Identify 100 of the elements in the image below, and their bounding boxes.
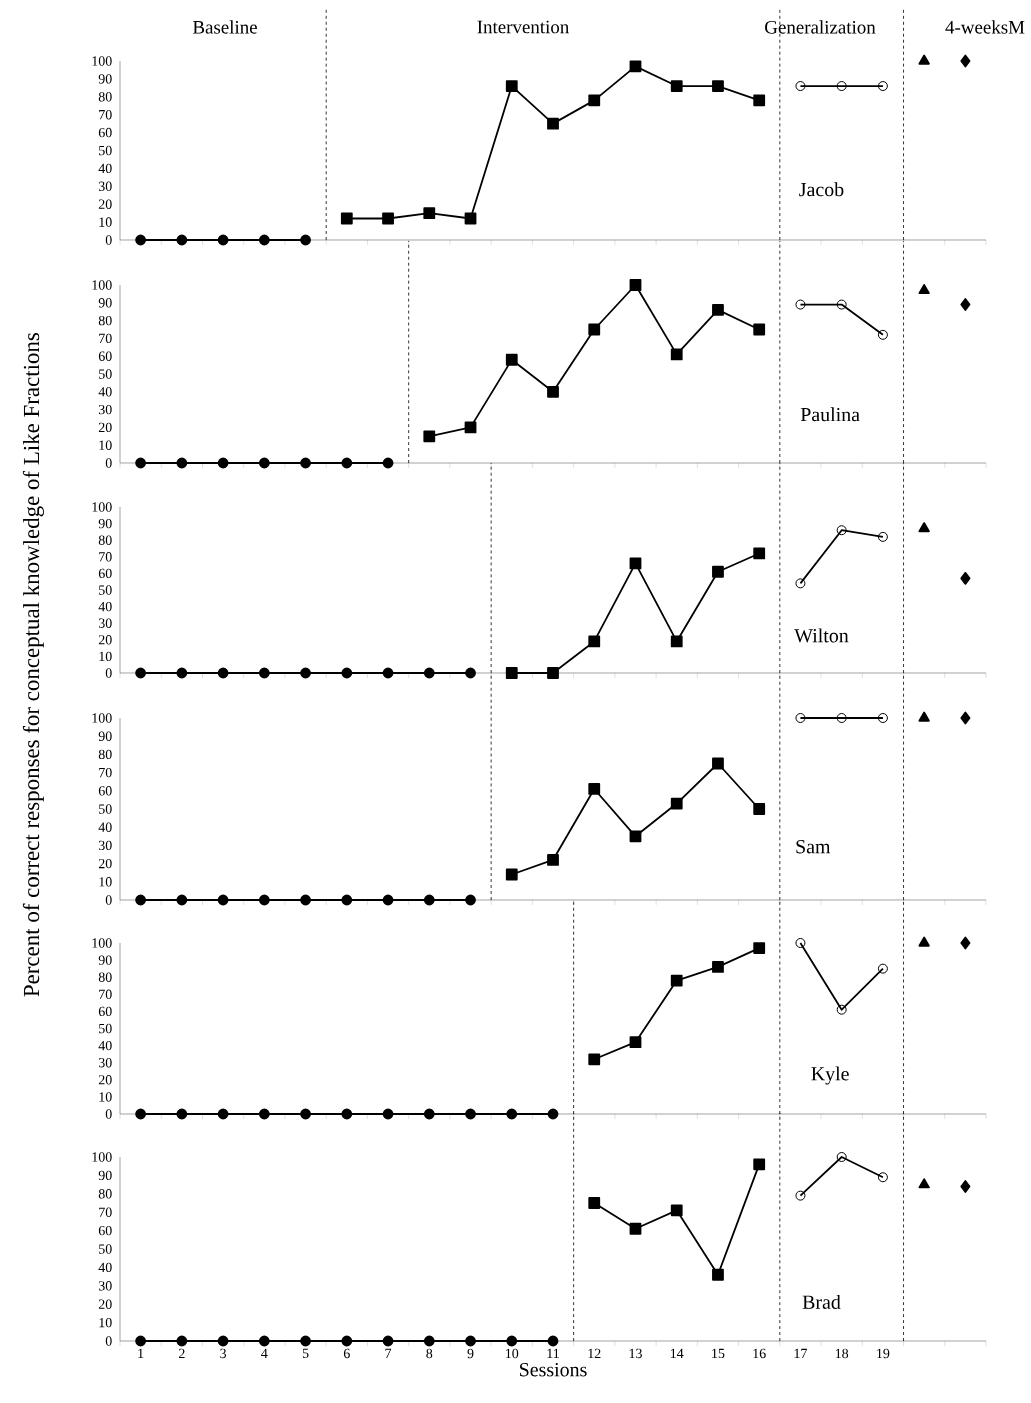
y-tick-label: 80	[98, 535, 112, 545]
point	[712, 961, 724, 973]
point	[877, 712, 888, 723]
y-tick-label: 60	[98, 1225, 112, 1236]
point	[300, 894, 311, 906]
y-tick-label: 40	[98, 387, 112, 397]
point	[712, 1268, 724, 1281]
y-tick-label: 60	[98, 568, 112, 579]
point	[135, 667, 147, 679]
y-tick-label: 70	[99, 333, 112, 344]
y-tick-label: 0	[105, 235, 112, 245]
point	[258, 894, 270, 906]
y-tick-label: 10	[99, 440, 112, 450]
point	[382, 1335, 394, 1347]
y-tick-label: 40	[98, 1040, 112, 1051]
point	[176, 1335, 188, 1347]
text: Generalization	[765, 20, 876, 34]
text: Jacob	[799, 182, 844, 197]
point	[670, 348, 683, 361]
y-tick-label: 10	[99, 217, 112, 227]
point	[423, 1335, 435, 1347]
y-tick-label: 80	[98, 749, 112, 760]
point	[382, 667, 394, 679]
text: Sam	[796, 840, 831, 854]
text: 4-weeksM	[945, 20, 1025, 34]
point	[795, 81, 806, 92]
point	[505, 868, 518, 881]
y-tick-label: 0	[105, 668, 112, 678]
point	[505, 80, 518, 92]
point	[505, 353, 518, 366]
point	[423, 207, 436, 220]
y-tick-label: 30	[98, 618, 112, 628]
point	[258, 234, 270, 246]
text: Baseline	[192, 20, 257, 34]
point	[588, 635, 601, 648]
x-tick-label: 19	[877, 1348, 890, 1359]
y-tick-label: 90	[98, 298, 112, 308]
point	[382, 212, 394, 225]
x-axis-title: Sessions	[520, 1363, 587, 1377]
point	[217, 457, 229, 469]
text: Intervention	[477, 20, 569, 34]
point	[176, 1108, 188, 1120]
y-tick-label: 0	[105, 1336, 112, 1346]
point	[918, 54, 930, 65]
point	[588, 783, 601, 795]
y-tick-label: 50	[99, 804, 112, 814]
y-tick-label: 30	[98, 181, 112, 191]
x-tick-label: 9	[467, 1348, 474, 1359]
point	[176, 234, 188, 246]
point	[341, 667, 353, 679]
y-tick-label: 20	[98, 422, 112, 433]
y-tick-label: 70	[99, 552, 112, 562]
point	[670, 797, 683, 810]
point	[670, 974, 683, 987]
point	[918, 711, 930, 722]
point	[217, 234, 229, 246]
point	[135, 1335, 147, 1347]
y-tick-label: 20	[98, 1075, 112, 1085]
y-tick-label: 70	[99, 767, 112, 778]
point	[670, 80, 683, 92]
y-tick-label: 60	[98, 351, 112, 361]
y-tick-label: 10	[99, 651, 112, 662]
point	[795, 712, 806, 723]
point	[465, 894, 476, 906]
x-tick-label: 17	[794, 1348, 808, 1358]
point	[712, 304, 724, 316]
x-tick-label: 2	[178, 1348, 185, 1359]
point	[341, 894, 353, 906]
y-tick-label: 20	[98, 1299, 112, 1309]
text: Kyle	[811, 1066, 849, 1085]
point	[135, 894, 147, 906]
point	[176, 457, 188, 469]
y-tick-label: 70	[99, 1207, 112, 1217]
point	[465, 1108, 476, 1120]
point	[795, 299, 806, 310]
y-tick-label: 50	[99, 1244, 112, 1254]
point	[836, 81, 847, 92]
point	[753, 547, 766, 560]
point	[547, 385, 559, 398]
point	[753, 1158, 766, 1171]
point	[423, 430, 436, 443]
y-tick-label: 20	[98, 199, 112, 209]
point	[382, 457, 394, 469]
point	[547, 667, 559, 679]
x-tick-label: 12	[588, 1348, 601, 1359]
y-tick-label: 90	[98, 1170, 112, 1181]
point	[258, 1335, 270, 1347]
y-tick-label: 50	[99, 1023, 112, 1034]
y-tick-label: 90	[98, 74, 112, 84]
y-tick-label: 100	[92, 938, 112, 948]
point	[176, 894, 188, 906]
point	[960, 936, 971, 950]
point	[217, 1335, 229, 1347]
y-tick-label: 0	[105, 458, 112, 468]
y-tick-label: 100	[92, 56, 112, 66]
y-tick-label: 100	[92, 1152, 112, 1162]
point	[877, 963, 888, 974]
y-tick-label: 80	[98, 315, 112, 326]
y-tick-label: 50	[99, 585, 112, 595]
y-tick-label: 90	[98, 731, 112, 741]
